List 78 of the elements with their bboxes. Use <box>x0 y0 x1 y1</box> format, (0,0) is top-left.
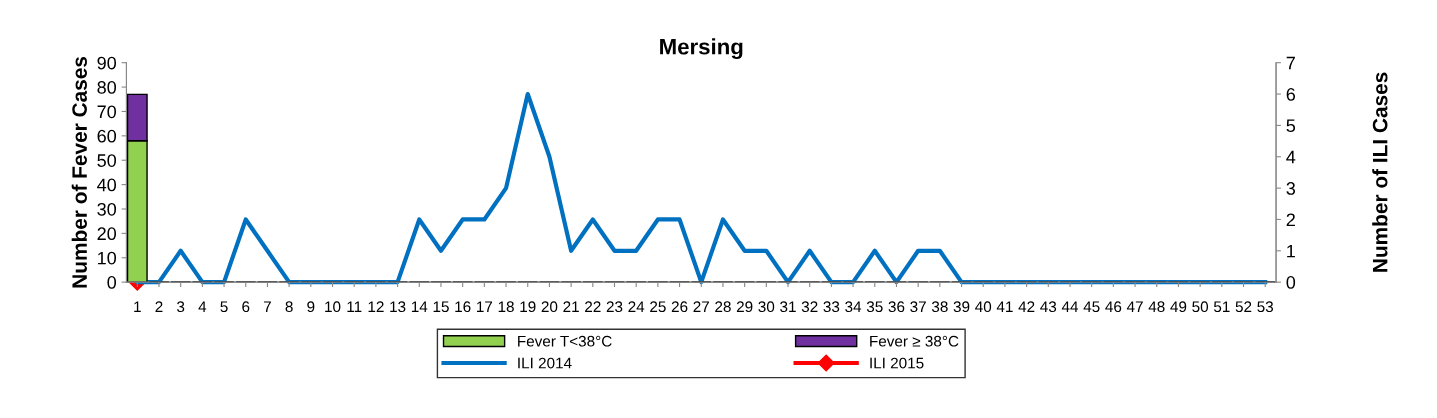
x-tick-label: 30 <box>758 301 775 313</box>
x-tick-label: 20 <box>541 301 558 313</box>
chart-title: Mersing <box>660 38 743 60</box>
x-tick-label: 7 <box>263 301 271 312</box>
x-tick-label: 52 <box>1235 301 1252 313</box>
x-tick-label: 19 <box>520 301 536 313</box>
legend-label: ILI 2015 <box>870 357 924 369</box>
y-tick-label: 10 <box>98 251 117 265</box>
legend-label: Fever ≥ 38°C <box>870 335 959 347</box>
x-tick-label: 51 <box>1213 301 1230 313</box>
y2-tick-label: 5 <box>1286 119 1296 133</box>
x-tick-label: 26 <box>671 301 688 313</box>
x-tick-label: 24 <box>628 301 645 312</box>
x-tick-label: 46 <box>1105 301 1122 313</box>
x-tick-label: 17 <box>477 301 493 312</box>
x-tick-label: 12 <box>368 301 384 312</box>
legend-label: ILI 2014 <box>518 357 572 369</box>
y2-tick-label: 3 <box>1286 182 1296 195</box>
y-tick-label: 30 <box>97 202 117 216</box>
x-tick-label: 8 <box>285 301 293 313</box>
x-tick-label: 38 <box>931 301 948 313</box>
x-tick-label: 3 <box>177 301 185 313</box>
x-tick-label: 4 <box>198 301 207 312</box>
y2-tick-label: 0 <box>1286 276 1296 289</box>
x-tick-label: 22 <box>585 301 601 312</box>
x-tick-label: 34 <box>845 301 862 313</box>
y2-tick-label: 1 <box>1287 244 1295 258</box>
x-tick-label: 31 <box>780 301 796 313</box>
x-tick-label: 35 <box>866 301 883 313</box>
x-tick-label: 36 <box>888 301 905 313</box>
x-tick-label: 29 <box>736 301 753 313</box>
x-tick-label: 21 <box>563 301 579 312</box>
x-tick-label: 27 <box>693 301 709 312</box>
x-tick-label: 25 <box>650 301 666 313</box>
x-tick-label: 44 <box>1061 301 1079 312</box>
x-tick-label: 32 <box>801 301 818 313</box>
x-tick-label: 2 <box>155 301 163 312</box>
y-tick-label: 50 <box>97 154 117 167</box>
x-tick-label: 5 <box>220 301 228 313</box>
x-tick-label: 40 <box>975 301 992 313</box>
x-tick-label: 50 <box>1192 301 1209 313</box>
y-tick-label: 70 <box>97 105 117 119</box>
x-tick-label: 47 <box>1126 301 1143 312</box>
x-tick-label: 9 <box>307 301 315 313</box>
x-tick-label: 6 <box>242 301 250 313</box>
legend-label: Fever T<38°C <box>518 335 612 347</box>
y2-tick-label: 7 <box>1286 56 1295 70</box>
x-tick-label: 1 <box>134 301 141 312</box>
y-tick-label: 90 <box>97 56 117 70</box>
x-tick-label: 41 <box>996 301 1013 312</box>
x-tick-label: 13 <box>390 301 406 313</box>
x-tick-label: 33 <box>823 301 840 313</box>
y2-tick-label: 4 <box>1286 150 1296 164</box>
x-tick-label: 42 <box>1018 301 1035 312</box>
y-tick-label: 60 <box>97 129 117 143</box>
y-tick-label: 20 <box>97 227 117 241</box>
y2-tick-label: 6 <box>1286 87 1296 101</box>
x-tick-label: 14 <box>411 301 428 312</box>
y2-axis-title: Number of ILI Cases <box>1372 72 1388 272</box>
x-tick-label: 53 <box>1257 301 1274 313</box>
x-tick-label: 28 <box>715 301 731 313</box>
y-axis-title: Number of Fever Cases <box>71 56 87 288</box>
x-tick-label: 49 <box>1170 301 1187 313</box>
x-tick-label: 48 <box>1148 301 1165 313</box>
x-tick-label: 45 <box>1083 301 1100 313</box>
x-tick-label: 23 <box>606 301 623 313</box>
x-tick-label: 10 <box>325 301 341 313</box>
x-tick-label: 39 <box>953 301 970 313</box>
x-tick-label: 16 <box>455 301 471 313</box>
y-tick-label: 0 <box>107 276 117 289</box>
x-tick-label: 18 <box>498 301 514 313</box>
x-tick-label: 43 <box>1040 301 1057 313</box>
x-tick-label: 11 <box>347 301 362 312</box>
x-tick-label: 15 <box>433 301 449 313</box>
y-tick-label: 80 <box>97 81 117 94</box>
y-tick-label: 40 <box>97 178 117 192</box>
y2-tick-label: 2 <box>1286 213 1295 226</box>
x-tick-label: 37 <box>910 301 926 313</box>
